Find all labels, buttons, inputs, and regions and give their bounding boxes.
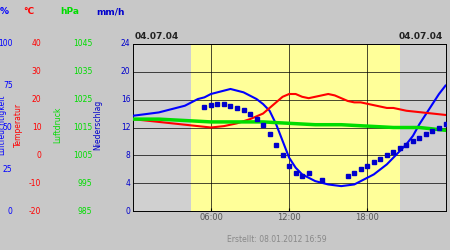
Text: 1035: 1035 xyxy=(73,67,92,76)
Text: 4: 4 xyxy=(126,179,130,188)
Text: 8: 8 xyxy=(126,151,130,160)
Text: %: % xyxy=(0,8,9,16)
Text: 1005: 1005 xyxy=(73,151,92,160)
Text: Luftfeuchtigkeit: Luftfeuchtigkeit xyxy=(0,95,7,155)
Text: 0: 0 xyxy=(36,151,41,160)
Text: °C: °C xyxy=(24,8,35,16)
Text: hPa: hPa xyxy=(60,8,79,16)
Text: 995: 995 xyxy=(77,179,92,188)
Text: 0: 0 xyxy=(8,207,13,216)
Text: 16: 16 xyxy=(121,95,130,104)
Text: Niederschlag: Niederschlag xyxy=(94,100,103,150)
Text: 12: 12 xyxy=(121,123,130,132)
Text: 04.07.04: 04.07.04 xyxy=(399,32,443,41)
Text: Luftdruck: Luftdruck xyxy=(53,107,62,143)
Text: 04.07.04: 04.07.04 xyxy=(135,32,179,41)
Text: 24: 24 xyxy=(121,39,130,48)
Text: 985: 985 xyxy=(78,207,92,216)
Text: 40: 40 xyxy=(32,39,41,48)
Text: 25: 25 xyxy=(3,165,13,174)
Text: Erstellt: 08.01.2012 16:59: Erstellt: 08.01.2012 16:59 xyxy=(227,236,326,244)
Text: 75: 75 xyxy=(3,81,13,90)
Text: 1045: 1045 xyxy=(73,39,92,48)
Text: 20: 20 xyxy=(32,95,41,104)
Text: -20: -20 xyxy=(29,207,41,216)
Text: 1015: 1015 xyxy=(73,123,92,132)
Text: 50: 50 xyxy=(3,123,13,132)
Text: 1025: 1025 xyxy=(73,95,92,104)
Text: 10: 10 xyxy=(32,123,41,132)
Text: 20: 20 xyxy=(121,67,130,76)
Text: 30: 30 xyxy=(32,67,41,76)
Bar xyxy=(191,44,400,211)
Text: 100: 100 xyxy=(0,39,13,48)
Text: -10: -10 xyxy=(29,179,41,188)
Text: 0: 0 xyxy=(126,207,130,216)
Text: mm/h: mm/h xyxy=(96,8,125,16)
Text: Temperatur: Temperatur xyxy=(14,103,23,147)
